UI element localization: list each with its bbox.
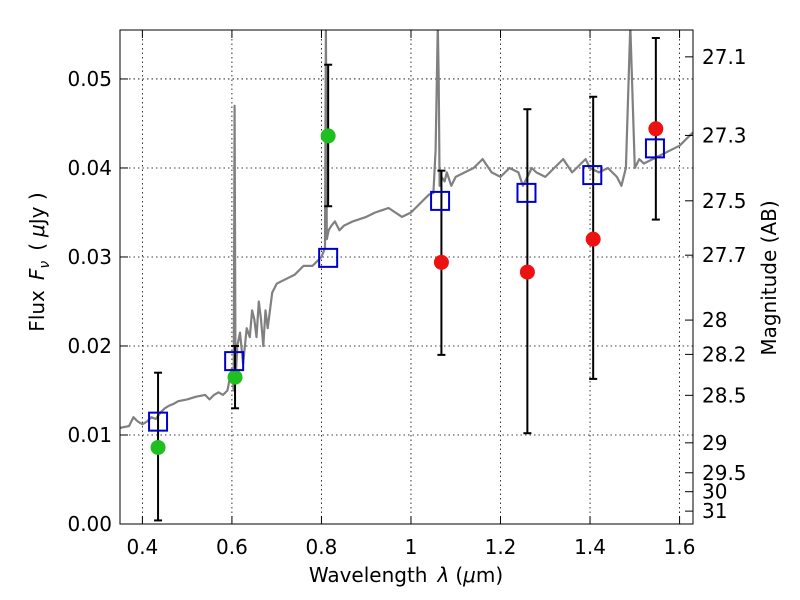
y2-tick-label: 29 [702,431,727,455]
y2-tick-label: 28 [702,308,727,332]
y2-tick-label: 31 [702,499,727,523]
x-tick-label: 1 [405,535,418,559]
x-tick-label: 0.8 [306,535,338,559]
x-tick-label: 1.4 [574,535,606,559]
y-tick-label: 0.05 [67,67,112,91]
model-square-marker [516,182,537,203]
x-tick-label: 1.6 [664,535,696,559]
marker-layer [148,37,665,522]
model-square-marker [430,190,451,211]
axis-layer: 0.4 0.6 0.8 1 1.2 1.4 1.6 0.00 0.01 0.02 0.03 0.04 0… [67,30,747,559]
plot-frame [119,29,694,525]
spectrum-line [120,30,693,429]
y2-tick-label: 27.7 [702,243,747,267]
model-square-marker [224,351,245,372]
green-data-point [227,369,243,385]
green-data-point [320,128,336,144]
red-data-point [433,254,449,270]
x-tick-label: 1.2 [485,535,517,559]
data-layer [120,30,693,429]
model-square-marker [582,165,603,186]
y-tick-label: 0.01 [67,423,112,447]
secondary-y-axis-label: Magnitude (AB) [757,200,781,355]
red-data-point [648,121,664,137]
y2-tick-label: 28.5 [702,383,747,407]
y2-tick-label: 27.1 [702,45,747,69]
x-tick-label: 0.6 [216,535,248,559]
red-data-point [519,264,535,280]
model-square-marker [644,138,665,159]
y2-tick-label: 27.3 [702,123,747,147]
y-tick-label: 0.03 [67,245,112,269]
y-tick-label: 0.04 [67,156,112,180]
x-axis-label: Wavelength λ (μm) [309,563,503,587]
y2-tick-label: 30 [702,480,727,504]
model-square-marker [148,411,169,432]
y-tick-label: 0.00 [67,512,112,536]
y-tick-label: 0.02 [67,334,112,358]
y2-tick-label: 27.5 [702,189,747,213]
y2-tick-label: 28.2 [702,342,747,366]
red-data-point [585,231,601,247]
green-data-point [150,439,166,455]
y-axis-label: FluxFν(μJy ) [25,192,53,331]
y2-tick-label: 29.5 [702,461,747,485]
x-tick-label: 0.4 [126,535,158,559]
model-square-marker [318,247,339,268]
